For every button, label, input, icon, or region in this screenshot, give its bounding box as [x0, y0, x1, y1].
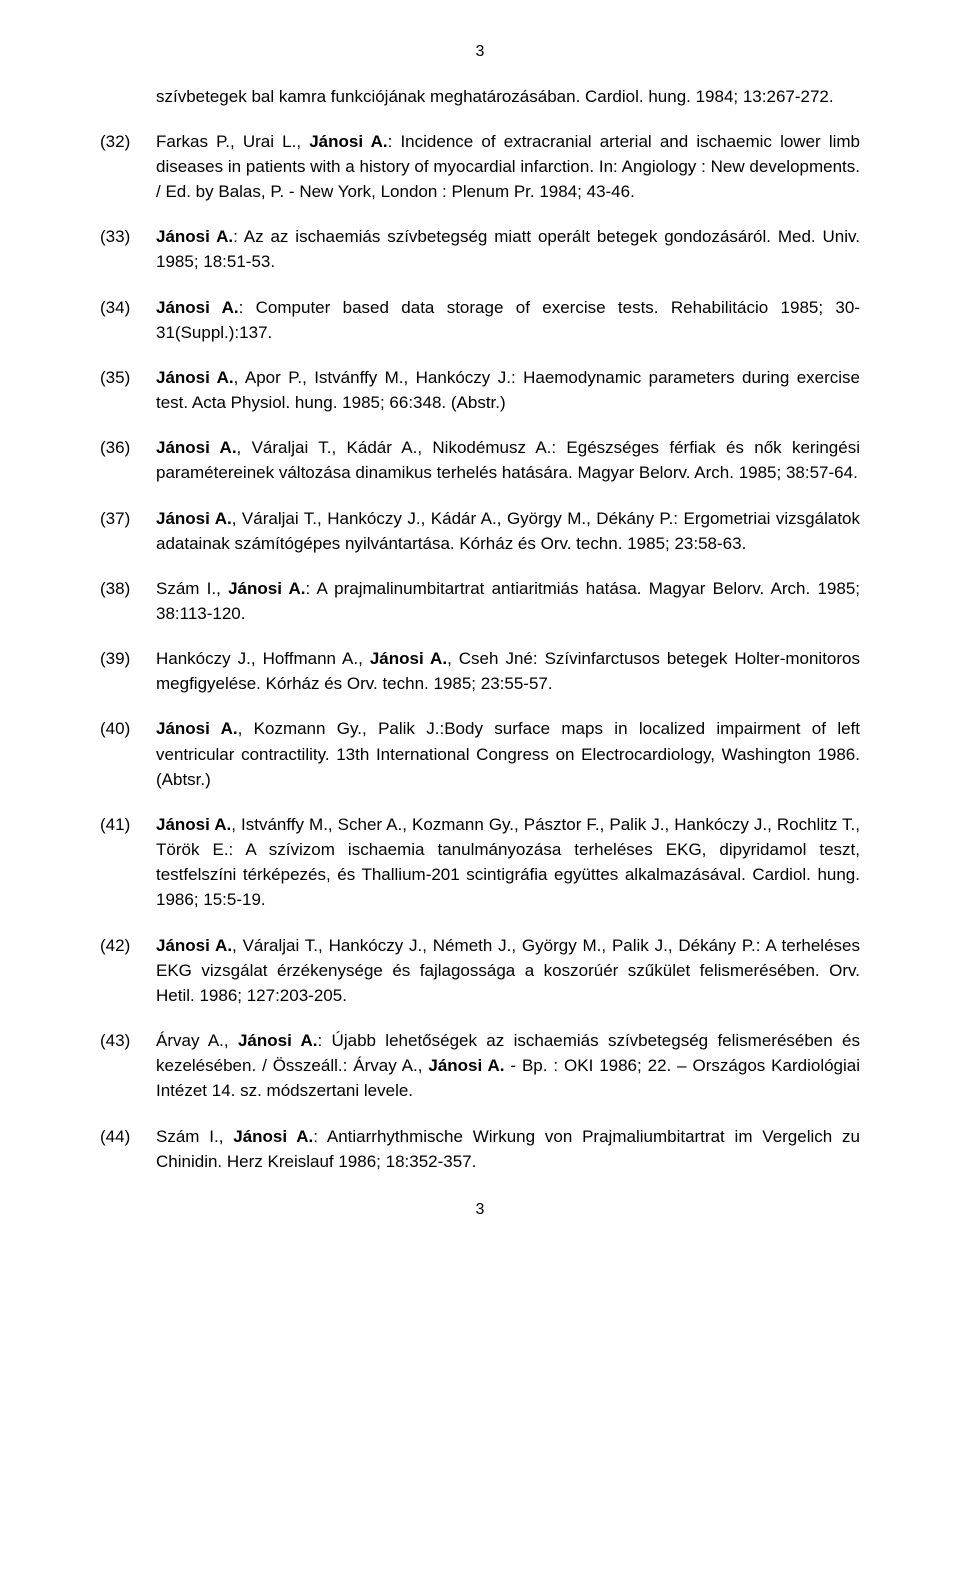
reference-entry: (35)Jánosi A., Apor P., Istvánffy M., Ha… [100, 365, 860, 415]
reference-author-bold: Jánosi A. [156, 509, 232, 528]
reference-author-bold: Jánosi A. [156, 719, 238, 738]
reference-entry: (39)Hankóczy J., Hoffmann A., Jánosi A.,… [100, 646, 860, 696]
reference-number: (43) [100, 1028, 156, 1103]
reference-number: (38) [100, 576, 156, 626]
reference-pre-text: Szám I., [156, 1127, 233, 1146]
reference-entry: (33)Jánosi A.: Az az ischaemiás szívbete… [100, 224, 860, 274]
reference-number: (36) [100, 435, 156, 485]
reference-number: (32) [100, 129, 156, 204]
reference-body: Jánosi A.: Computer based data storage o… [156, 295, 860, 345]
reference-author-bold: Jánosi A. [156, 936, 232, 955]
reference-pre-text: Farkas P., Urai L., [156, 132, 309, 151]
reference-author-bold: Jánosi A. [370, 649, 447, 668]
reference-pre-text: Hankóczy J., Hoffmann A., [156, 649, 370, 668]
reference-author-bold: Jánosi A. [156, 298, 239, 317]
reference-entry: (36)Jánosi A., Váraljai T., Kádár A., Ni… [100, 435, 860, 485]
reference-number: (39) [100, 646, 156, 696]
reference-author-bold: Jánosi A. [238, 1031, 318, 1050]
reference-body: Jánosi A., Váraljai T., Kádár A., Nikodé… [156, 435, 860, 485]
reference-number: (42) [100, 933, 156, 1008]
reference-post-text: , Apor P., Istvánffy M., Hankóczy J.: Ha… [156, 368, 860, 412]
reference-post-text: , Váraljai T., Hankóczy J., Németh J., G… [156, 936, 860, 1005]
reference-number: (40) [100, 716, 156, 791]
reference-body: Hankóczy J., Hoffmann A., Jánosi A., Cse… [156, 646, 860, 696]
reference-post-text: : Computer based data storage of exercis… [156, 298, 860, 342]
reference-post-text: , Váraljai T., Hankóczy J., Kádár A., Gy… [156, 509, 860, 553]
reference-body: Jánosi A., Istvánffy M., Scher A., Kozma… [156, 812, 860, 913]
reference-entry: (34)Jánosi A.: Computer based data stora… [100, 295, 860, 345]
page-number-bottom: 3 [100, 1198, 860, 1222]
reference-number: (37) [100, 506, 156, 556]
reference-author-bold: Jánosi A. [156, 368, 234, 387]
reference-number: (33) [100, 224, 156, 274]
reference-entry: (37)Jánosi A., Váraljai T., Hankóczy J.,… [100, 506, 860, 556]
continuation-paragraph: szívbetegek bal kamra funkciójának megha… [156, 84, 860, 109]
reference-author-bold: Jánosi A. [309, 132, 387, 151]
reference-post-text: : Az az ischaemiás szívbetegség miatt op… [156, 227, 860, 271]
reference-pre-text: Szám I., [156, 579, 228, 598]
reference-body: Szám I., Jánosi A.: Antiarrhythmische Wi… [156, 1124, 860, 1174]
reference-author-bold: Jánosi A. [228, 579, 305, 598]
reference-entry: (44)Szám I., Jánosi A.: Antiarrhythmisch… [100, 1124, 860, 1174]
reference-body: Árvay A., Jánosi A.: Újabb lehetőségek a… [156, 1028, 860, 1103]
reference-post-text: , Kozmann Gy., Palik J.:Body surface map… [156, 719, 860, 788]
page-number-top: 3 [100, 40, 860, 64]
reference-body: Jánosi A., Váraljai T., Hankóczy J., Kád… [156, 506, 860, 556]
reference-pre-text: Árvay A., [156, 1031, 238, 1050]
reference-entry: (41)Jánosi A., Istvánffy M., Scher A., K… [100, 812, 860, 913]
reference-post-text: , Istvánffy M., Scher A., Kozmann Gy., P… [156, 815, 860, 909]
reference-entry: (40)Jánosi A., Kozmann Gy., Palik J.:Bod… [100, 716, 860, 791]
reference-body: Jánosi A.: Az az ischaemiás szívbetegség… [156, 224, 860, 274]
reference-body: Jánosi A., Váraljai T., Hankóczy J., Ném… [156, 933, 860, 1008]
references-list: (32)Farkas P., Urai L., Jánosi A.: Incid… [100, 129, 860, 1174]
reference-entry: (43)Árvay A., Jánosi A.: Újabb lehetőség… [100, 1028, 860, 1103]
reference-body: Jánosi A., Kozmann Gy., Palik J.:Body su… [156, 716, 860, 791]
reference-author-bold: Jánosi A. [156, 815, 231, 834]
reference-body: Jánosi A., Apor P., Istvánffy M., Hankóc… [156, 365, 860, 415]
reference-author-bold: Jánosi A. [233, 1127, 313, 1146]
reference-body: Szám I., Jánosi A.: A prajmalinumbitartr… [156, 576, 860, 626]
reference-entry: (38)Szám I., Jánosi A.: A prajmalinumbit… [100, 576, 860, 626]
reference-entry: (32)Farkas P., Urai L., Jánosi A.: Incid… [100, 129, 860, 204]
reference-post-text: , Váraljai T., Kádár A., Nikodémusz A.: … [156, 438, 860, 482]
reference-number: (44) [100, 1124, 156, 1174]
reference-number: (41) [100, 812, 156, 913]
reference-author-bold: Jánosi A. [156, 438, 237, 457]
reference-body: Farkas P., Urai L., Jánosi A.: Incidence… [156, 129, 860, 204]
reference-number: (35) [100, 365, 156, 415]
reference-number: (34) [100, 295, 156, 345]
reference-entry: (42)Jánosi A., Váraljai T., Hankóczy J.,… [100, 933, 860, 1008]
reference-author-bold: Jánosi A. [156, 227, 233, 246]
